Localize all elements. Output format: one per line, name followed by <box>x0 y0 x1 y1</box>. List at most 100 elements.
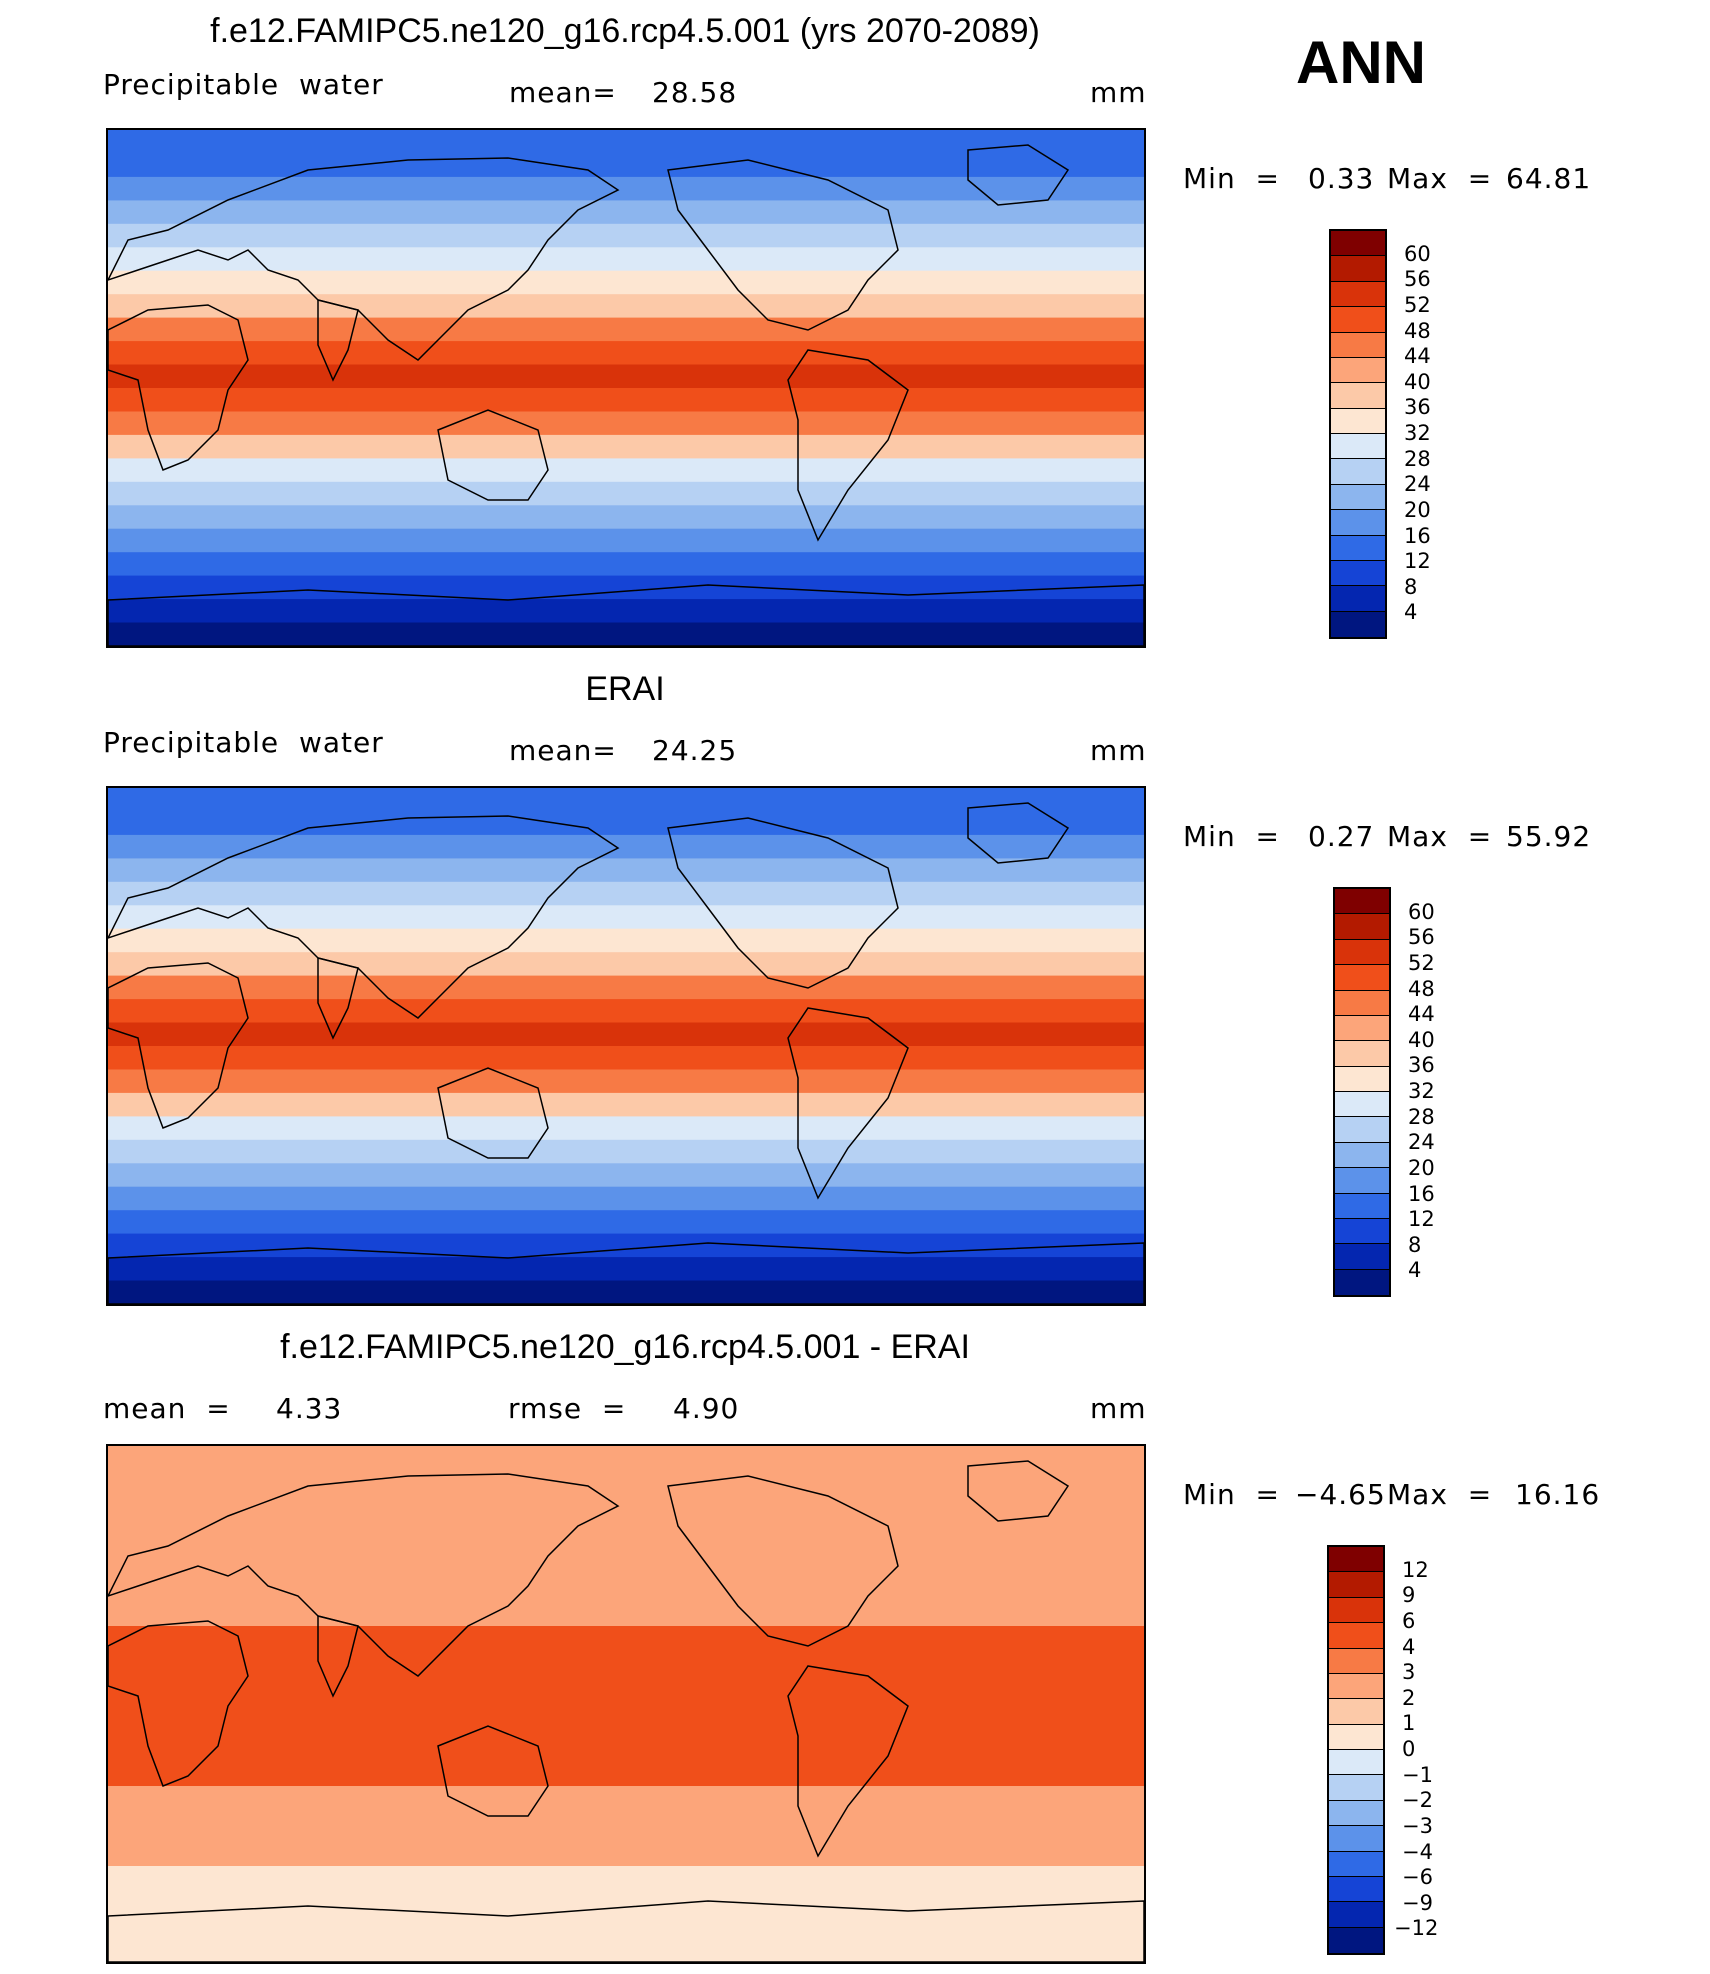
colorbar-segment <box>1331 383 1385 409</box>
coastline-australia <box>437 409 549 501</box>
colorbar-tick-label: 36 <box>1404 395 1431 420</box>
colorbar-tick-label: 40 <box>1408 1027 1435 1052</box>
colorbar-segment <box>1329 1876 1383 1903</box>
map-band <box>108 881 1144 907</box>
colorbar-tick-label: 24 <box>1408 1130 1435 1155</box>
colorbar-tick-label: −9 <box>1402 1890 1433 1915</box>
colorbar-segment <box>1335 889 1389 915</box>
coastline-southAmerica <box>787 1665 909 1858</box>
colorbar-tick-label: −12 <box>1394 1916 1439 1941</box>
coastline-europeAsia <box>108 815 620 1019</box>
coastline-africa <box>108 962 249 1129</box>
colorbar-tick-label: −6 <box>1402 1865 1433 1890</box>
map-band <box>108 341 1144 366</box>
map-band <box>108 388 1144 413</box>
map-band <box>108 1046 1144 1071</box>
colorbar-tick-label: 48 <box>1404 318 1431 343</box>
colorbar-tick-label: 4 <box>1404 600 1418 625</box>
panel3-max-value: 16.16 <box>1515 1478 1601 1511</box>
map-band <box>108 294 1144 319</box>
coastline-northAmerica <box>667 159 899 331</box>
colorbar-segment <box>1329 1902 1383 1928</box>
colorbar-segment <box>1335 990 1389 1016</box>
colorbar-segment <box>1331 459 1385 485</box>
map-band <box>108 1139 1144 1165</box>
colorbar-tick-label: 48 <box>1408 976 1435 1001</box>
map-band <box>108 858 1144 883</box>
map-band <box>108 1257 1144 1282</box>
colorbar-segment <box>1335 965 1389 991</box>
map-band <box>108 905 1144 930</box>
map-band <box>108 153 1144 178</box>
colorbar-segment <box>1335 1015 1389 1042</box>
coastline-antarctica <box>108 584 1144 646</box>
panel2-map-svg <box>108 788 1144 1304</box>
colorbar-segment <box>1335 1117 1389 1143</box>
panel1-max-label: Max = <box>1387 162 1493 195</box>
panel3-rmse-label: rmse = <box>508 1392 627 1425</box>
panel1-max-value: 64.81 <box>1506 162 1592 195</box>
coastline-antarctica <box>108 1242 1144 1304</box>
panel2-units: mm <box>1090 734 1147 767</box>
panel2-map <box>106 786 1146 1306</box>
colorbar-tick-label: 24 <box>1404 472 1431 497</box>
panel3-title: f.e12.FAMIPC5.ne120_g16.rcp4.5.001 - ERA… <box>280 1328 970 1366</box>
colorbar-tick-label: 6 <box>1402 1608 1416 1633</box>
colorbar-segment <box>1331 611 1385 637</box>
colorbar-tick-label: 8 <box>1404 574 1418 599</box>
coastline-india <box>317 299 359 382</box>
map-band <box>108 1626 1144 1786</box>
coastline-northAmerica <box>667 817 899 989</box>
coastline-india <box>317 957 359 1040</box>
colorbar-tick-label: 12 <box>1408 1207 1435 1232</box>
colorbar-tick-label: 12 <box>1404 549 1431 574</box>
colorbar-tick-label: 32 <box>1408 1079 1435 1103</box>
colorbar-segment <box>1335 1066 1389 1092</box>
panel2-title: ERAI <box>585 670 665 708</box>
map-band <box>108 622 1144 646</box>
colorbar-tick-label: 20 <box>1408 1155 1435 1180</box>
colorbar-tick-label: 16 <box>1404 523 1431 548</box>
colorbar-segment <box>1331 307 1385 333</box>
coastline-australia <box>437 1067 549 1159</box>
colorbar-segment <box>1335 1168 1389 1194</box>
colorbar-segment <box>1331 535 1385 561</box>
map-band <box>108 223 1144 249</box>
map-band <box>108 528 1144 554</box>
colorbar-segment <box>1331 256 1385 282</box>
colorbar-segment <box>1335 1193 1389 1219</box>
coastline-greenland <box>967 144 1070 206</box>
panel2-variable-label: Precipitable water <box>103 726 384 759</box>
colorbar-segment <box>1329 1826 1383 1852</box>
colorbar-segment <box>1331 560 1385 587</box>
colorbar-tick-label: 9 <box>1402 1583 1416 1608</box>
map-band <box>108 1186 1144 1212</box>
coastline-greenland <box>967 1460 1070 1522</box>
map-band <box>108 975 1144 1001</box>
map-band <box>108 811 1144 836</box>
map-band <box>108 928 1144 954</box>
colorbar-segment <box>1329 1547 1383 1573</box>
colorbar-tick-label: −2 <box>1402 1788 1433 1813</box>
coastline-northAmerica <box>667 1475 899 1647</box>
colorbar-tick-label: 40 <box>1404 369 1431 394</box>
map-band <box>108 247 1144 272</box>
colorbar-tick-label: 28 <box>1404 446 1431 471</box>
colorbar-segment <box>1329 1927 1383 1953</box>
colorbar-tick-label: 44 <box>1404 344 1431 369</box>
colorbar-tick-label: −4 <box>1402 1839 1433 1864</box>
colorbar-segment <box>1335 1269 1389 1295</box>
panel3-map <box>106 1444 1146 1964</box>
colorbar-segment <box>1329 1775 1383 1801</box>
colorbar-tick-label: −1 <box>1402 1762 1433 1787</box>
colorbar-tick-label: 3 <box>1402 1660 1416 1685</box>
colorbar-segment <box>1331 586 1385 612</box>
colorbar-segment <box>1331 484 1385 511</box>
map-band <box>108 788 1144 813</box>
map-band <box>108 1163 1144 1188</box>
colorbar-tick-label: −3 <box>1402 1813 1433 1838</box>
colorbar-tick-label: 16 <box>1408 1181 1435 1206</box>
coastline-africa <box>108 304 249 471</box>
panel1-variable-label: Precipitable water <box>103 68 384 101</box>
panel3-min-value: −4.65 <box>1295 1478 1386 1511</box>
